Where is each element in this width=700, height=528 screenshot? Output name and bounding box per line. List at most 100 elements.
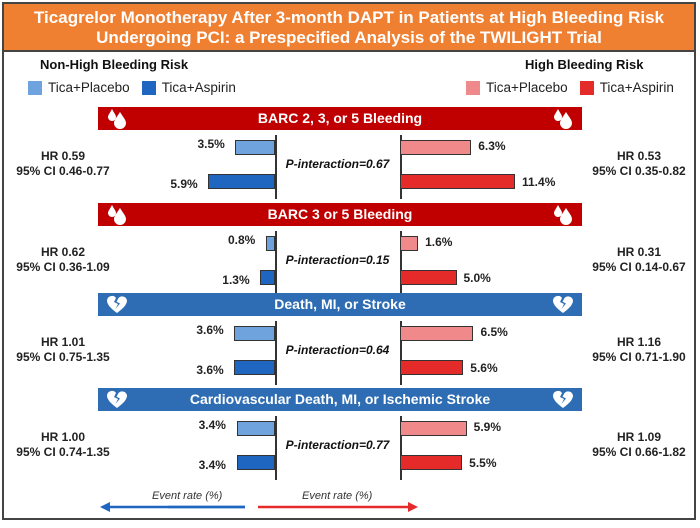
hbr-aspirin-bar	[400, 360, 464, 375]
legend-item-aspirin: Tica+Aspirin	[579, 80, 674, 95]
outcome-band: BARC 2, 3, or 5 Bleeding	[98, 107, 582, 130]
non-hbr-placebo-bar	[265, 236, 275, 251]
hbr-group-title: High Bleeding Risk	[525, 57, 644, 72]
left-axis-line	[275, 416, 277, 480]
non-hbr-placebo-bar	[236, 421, 275, 436]
broken-heart-icon	[106, 294, 128, 315]
right-arrow-head	[408, 502, 418, 512]
hbr-value-label: 5.9%	[473, 420, 502, 434]
outcome-band: BARC 3 or 5 Bleeding	[98, 203, 582, 226]
non-hbr-value-label: 3.6%	[196, 363, 224, 377]
right-axis-line	[400, 416, 402, 480]
ci-value: 95% CI 0.74-1.35	[16, 445, 110, 459]
outcome-band: Cardiovascular Death, MI, or Ischemic St…	[98, 388, 582, 411]
non-hbr-group-title: Non-High Bleeding Risk	[40, 57, 189, 72]
outcome-title: Death, MI, or Stroke	[274, 296, 406, 312]
legend-label: Tica+Placebo	[486, 80, 568, 95]
hbr-value-label: 6.3%	[478, 139, 506, 153]
non-hbr-hazard-ratio: HR 1.01 95% CI 0.75-1.35	[8, 335, 118, 365]
non-hbr-aspirin-bar	[236, 455, 275, 470]
ci-value: 95% CI 0.75-1.35	[16, 350, 110, 364]
p-interaction-label: P-interaction=0.15	[285, 253, 390, 267]
non-hbr-value-label: 1.3%	[222, 273, 250, 287]
legend-item-placebo: Tica+Placebo	[28, 80, 130, 95]
non-hbr-aspirin-bar	[260, 270, 275, 285]
hbr-value-label: 5.0%	[463, 271, 491, 285]
outcome-title: BARC 2, 3, or 5 Bleeding	[257, 110, 423, 126]
title-line-1: Ticagrelor Monotherapy After 3-month DAP…	[33, 8, 665, 27]
figure-title: Ticagrelor Monotherapy After 3-month DAP…	[2, 2, 696, 52]
legend-swatch	[141, 80, 156, 95]
outcome-band: Death, MI, or Stroke	[98, 293, 582, 316]
legend-swatch	[579, 80, 594, 95]
hbr-aspirin-bar	[400, 270, 457, 285]
non-hbr-legend: Tica+Placebo Tica+Aspirin	[28, 80, 248, 95]
left-axis-label: Event rate (%)	[152, 490, 223, 502]
right-axis-line	[400, 231, 402, 295]
non-hbr-value-label: 3.4%	[198, 458, 226, 472]
non-hbr-placebo-bar	[235, 140, 275, 155]
non-hbr-value-label: 3.5%	[197, 137, 225, 151]
hbr-value-label: 5.5%	[469, 456, 497, 470]
hr-value: HR 0.62	[40, 245, 86, 259]
hr-value: HR 1.00	[40, 430, 86, 444]
hbr-placebo-bar	[400, 326, 474, 341]
hbr-placebo-bar	[400, 236, 419, 251]
ci-value: 95% CI 0.36-1.09	[16, 260, 110, 274]
non-hbr-aspirin-bar	[208, 174, 275, 189]
hbr-hazard-ratio: HR 0.53 95% CI 0.35-0.82	[584, 149, 694, 179]
hr-value: HR 1.01	[40, 335, 86, 349]
right-axis-line	[400, 135, 402, 199]
non-hbr-placebo-bar	[234, 326, 275, 341]
blood-drops-icon	[552, 204, 574, 225]
ci-value: 95% CI 0.35-0.82	[592, 164, 686, 178]
hr-value: HR 1.09	[616, 430, 662, 444]
legend-swatch	[466, 80, 480, 95]
right-axis-label: Event rate (%)	[302, 490, 373, 502]
non-hbr-hazard-ratio: HR 0.62 95% CI 0.36-1.09	[8, 245, 118, 275]
broken-heart-icon	[106, 389, 128, 410]
hbr-placebo-bar	[400, 421, 467, 436]
hbr-hazard-ratio: HR 0.31 95% CI 0.14-0.67	[584, 245, 694, 275]
hbr-legend: Tica+Placebo Tica+Aspirin	[466, 80, 674, 95]
hr-value: HR 0.53	[616, 149, 662, 163]
outcome-title: Cardiovascular Death, MI, or Ischemic St…	[189, 391, 491, 407]
blood-drops-icon	[106, 108, 128, 129]
hr-value: HR 1.16	[616, 335, 662, 349]
non-hbr-value-label: 3.6%	[196, 323, 224, 337]
hbr-aspirin-bar	[400, 455, 463, 470]
legend-swatch	[28, 80, 42, 95]
legend-item-placebo: Tica+Placebo	[466, 80, 568, 95]
left-arrow-head	[100, 502, 110, 512]
ci-value: 95% CI 0.66-1.82	[592, 445, 686, 459]
blood-drops-icon	[552, 108, 574, 129]
legend-item-aspirin: Tica+Aspirin	[141, 80, 236, 95]
hbr-placebo-bar	[400, 140, 472, 155]
title-line-2: Undergoing PCI: a Prespecified Analysis …	[96, 28, 602, 47]
hr-value: HR 0.31	[616, 245, 662, 259]
non-hbr-aspirin-bar	[234, 360, 275, 375]
outcome-title: BARC 3 or 5 Bleeding	[267, 206, 413, 222]
non-hbr-hazard-ratio: HR 1.00 95% CI 0.74-1.35	[8, 430, 118, 460]
left-axis-line	[275, 135, 277, 199]
legend-label: Tica+Aspirin	[599, 80, 674, 95]
hbr-hazard-ratio: HR 1.09 95% CI 0.66-1.82	[584, 430, 694, 460]
hbr-value-label: 5.6%	[470, 361, 498, 375]
non-hbr-hazard-ratio: HR 0.59 95% CI 0.46-0.77	[8, 149, 118, 179]
hbr-aspirin-bar	[400, 174, 515, 189]
broken-heart-icon	[552, 389, 574, 410]
hbr-value-label: 11.4%	[522, 175, 556, 189]
hbr-hazard-ratio: HR 1.16 95% CI 0.71-1.90	[584, 335, 694, 365]
p-interaction-label: P-interaction=0.77	[285, 438, 390, 452]
p-interaction-label: P-interaction=0.64	[285, 343, 390, 357]
non-hbr-value-label: 3.4%	[198, 418, 226, 432]
hbr-value-label: 1.6%	[425, 235, 453, 249]
blood-drops-icon	[106, 204, 128, 225]
left-axis-line	[275, 231, 277, 295]
left-axis-line	[275, 321, 277, 385]
hr-value: HR 0.59	[40, 149, 86, 163]
ci-value: 95% CI 0.46-0.77	[16, 164, 110, 178]
right-axis-line	[400, 321, 402, 385]
p-interaction-label: P-interaction=0.67	[285, 157, 390, 171]
